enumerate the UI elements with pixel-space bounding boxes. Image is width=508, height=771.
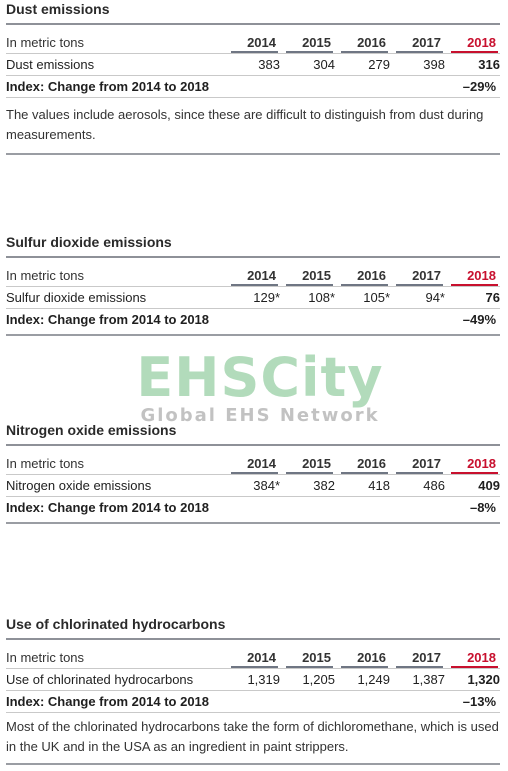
table-divider bbox=[6, 97, 500, 98]
value-cell: 384* bbox=[225, 474, 280, 497]
watermark: EHSCity Global EHS Network bbox=[112, 350, 408, 426]
year-header: 2017 bbox=[390, 32, 445, 54]
title-divider bbox=[6, 444, 500, 446]
year-header: 2015 bbox=[280, 265, 335, 287]
value-cell-current: 409 bbox=[445, 474, 500, 497]
emissions-table: In metric tons 2014 2015 2016 2017 2018 … bbox=[6, 265, 500, 330]
index-value: –13% bbox=[445, 690, 500, 712]
year-header: 2017 bbox=[390, 265, 445, 287]
year-header: 2015 bbox=[280, 32, 335, 54]
year-header: 2014 bbox=[225, 265, 280, 287]
table-row: Nitrogen oxide emissions 384* 382 418 48… bbox=[6, 474, 500, 497]
year-header: 2015 bbox=[280, 647, 335, 669]
year-header-current: 2018 bbox=[445, 453, 500, 475]
year-header: 2014 bbox=[225, 453, 280, 475]
footnote: Most of the chlorinated hydrocarbons tak… bbox=[6, 719, 499, 754]
table-header-row: In metric tons 2014 2015 2016 2017 2018 bbox=[6, 453, 500, 475]
year-header-current: 2018 bbox=[445, 647, 500, 669]
footnote: The values include aerosols, since these… bbox=[6, 107, 484, 142]
index-row: Index: Change from 2014 to 2018 –13% bbox=[6, 690, 500, 712]
value-cell: 398 bbox=[390, 53, 445, 76]
section-dust-emissions: Dust emissions In metric tons 2014 2015 … bbox=[6, 0, 500, 155]
year-header: 2017 bbox=[390, 647, 445, 669]
title-divider bbox=[6, 638, 500, 640]
index-row: Index: Change from 2014 to 2018 –29% bbox=[6, 75, 500, 97]
table-header-row: In metric tons 2014 2015 2016 2017 2018 bbox=[6, 265, 500, 287]
year-header-current: 2018 bbox=[445, 265, 500, 287]
section-title: Sulfur dioxide emissions bbox=[6, 234, 172, 250]
value-cell-current: 1,320 bbox=[445, 668, 500, 691]
section-bottom-rule bbox=[6, 522, 500, 524]
year-header: 2016 bbox=[335, 265, 390, 287]
year-header: 2016 bbox=[335, 647, 390, 669]
year-header: 2016 bbox=[335, 32, 390, 54]
section-bottom-rule bbox=[6, 153, 500, 155]
row-label: Use of chlorinated hydrocarbons bbox=[6, 668, 225, 691]
row-label: Nitrogen oxide emissions bbox=[6, 474, 225, 497]
emissions-table: In metric tons 2014 2015 2016 2017 2018 … bbox=[6, 453, 500, 518]
index-value: –49% bbox=[445, 308, 500, 330]
value-cell: 382 bbox=[280, 474, 335, 497]
value-cell: 279 bbox=[335, 53, 390, 76]
emissions-table: In metric tons 2014 2015 2016 2017 2018 … bbox=[6, 32, 500, 97]
unit-label: In metric tons bbox=[6, 650, 85, 665]
year-header-current: 2018 bbox=[445, 32, 500, 54]
table-row: Dust emissions 383 304 279 398 316 bbox=[6, 53, 500, 76]
section-sulfur-dioxide: Sulfur dioxide emissions In metric tons … bbox=[6, 233, 500, 336]
unit-label: In metric tons bbox=[6, 35, 85, 50]
table-divider bbox=[6, 712, 500, 713]
value-cell: 1,249 bbox=[335, 668, 390, 691]
section-title: Nitrogen oxide emissions bbox=[6, 422, 177, 438]
table-header-row: In metric tons 2014 2015 2016 2017 2018 bbox=[6, 647, 500, 669]
table-header-row: In metric tons 2014 2015 2016 2017 2018 bbox=[6, 32, 500, 54]
value-cell: 1,387 bbox=[390, 668, 445, 691]
value-cell-current: 76 bbox=[445, 286, 500, 309]
value-cell: 418 bbox=[335, 474, 390, 497]
value-cell: 304 bbox=[280, 53, 335, 76]
index-row: Index: Change from 2014 to 2018 –49% bbox=[6, 308, 500, 330]
index-value: –8% bbox=[445, 496, 500, 518]
section-bottom-rule bbox=[6, 334, 500, 336]
value-cell: 108* bbox=[280, 286, 335, 309]
value-cell: 94* bbox=[390, 286, 445, 309]
title-divider bbox=[6, 256, 500, 258]
value-cell: 1,205 bbox=[280, 668, 335, 691]
index-label: Index: Change from 2014 to 2018 bbox=[6, 75, 445, 97]
table-row: Sulfur dioxide emissions 129* 108* 105* … bbox=[6, 286, 500, 309]
section-title: Use of chlorinated hydrocarbons bbox=[6, 616, 226, 632]
table-row: Use of chlorinated hydrocarbons 1,319 1,… bbox=[6, 668, 500, 691]
index-label: Index: Change from 2014 to 2018 bbox=[6, 308, 445, 330]
value-cell: 105* bbox=[335, 286, 390, 309]
unit-label: In metric tons bbox=[6, 268, 85, 283]
year-header: 2014 bbox=[225, 647, 280, 669]
section-bottom-rule bbox=[6, 763, 500, 765]
row-label: Dust emissions bbox=[6, 53, 225, 76]
value-cell: 1,319 bbox=[225, 668, 280, 691]
section-chlorinated-hydrocarbons: Use of chlorinated hydrocarbons In metri… bbox=[6, 615, 500, 765]
watermark-logo: EHSCity bbox=[136, 346, 384, 409]
year-header: 2014 bbox=[225, 32, 280, 54]
value-cell: 486 bbox=[390, 474, 445, 497]
row-label: Sulfur dioxide emissions bbox=[6, 286, 225, 309]
section-nitrogen-oxide: Nitrogen oxide emissions In metric tons … bbox=[6, 421, 500, 524]
section-title: Dust emissions bbox=[6, 1, 110, 17]
value-cell-current: 316 bbox=[445, 53, 500, 76]
year-header: 2015 bbox=[280, 453, 335, 475]
index-row: Index: Change from 2014 to 2018 –8% bbox=[6, 496, 500, 518]
year-header: 2016 bbox=[335, 453, 390, 475]
emissions-table: In metric tons 2014 2015 2016 2017 2018 … bbox=[6, 647, 500, 712]
index-label: Index: Change from 2014 to 2018 bbox=[6, 496, 445, 518]
index-label: Index: Change from 2014 to 2018 bbox=[6, 690, 445, 712]
index-value: –29% bbox=[445, 75, 500, 97]
unit-label: In metric tons bbox=[6, 456, 85, 471]
year-header: 2017 bbox=[390, 453, 445, 475]
title-divider bbox=[6, 23, 500, 25]
value-cell: 383 bbox=[225, 53, 280, 76]
value-cell: 129* bbox=[225, 286, 280, 309]
